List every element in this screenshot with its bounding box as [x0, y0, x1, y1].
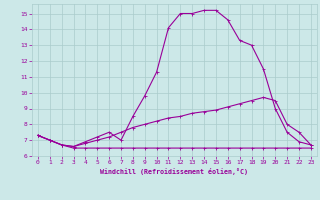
X-axis label: Windchill (Refroidissement éolien,°C): Windchill (Refroidissement éolien,°C)	[100, 168, 248, 175]
